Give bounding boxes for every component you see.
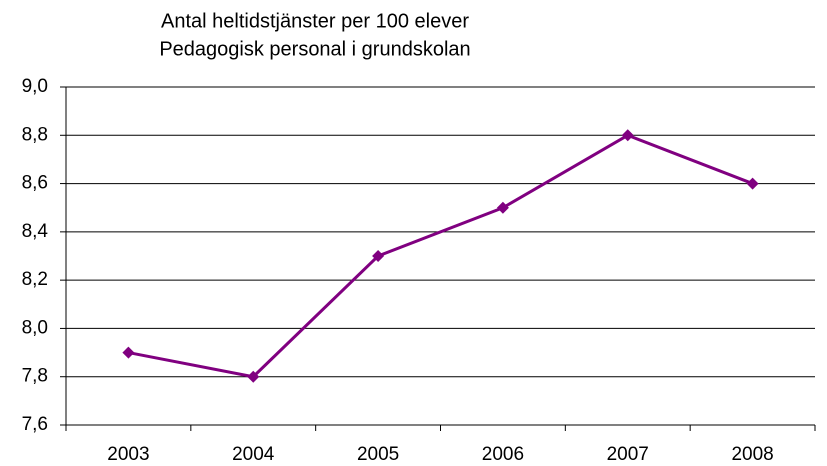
y-tick-label: 8,8 (22, 124, 48, 145)
y-tick-label: 9,0 (22, 76, 48, 97)
x-tick-label: 2003 (107, 444, 149, 465)
y-tick-label: 8,6 (22, 173, 48, 194)
y-tick-label: 7,6 (22, 414, 48, 435)
data-point (621, 129, 634, 142)
x-tick-label: 2006 (482, 444, 524, 465)
x-tick-label: 2007 (607, 444, 649, 465)
y-tick-label: 7,8 (22, 366, 48, 387)
data-point (746, 177, 759, 190)
y-tick-label: 8,2 (22, 269, 48, 290)
data-point (372, 250, 385, 262)
data-point (496, 201, 509, 214)
x-tick-label: 2008 (731, 444, 773, 465)
data-line (128, 133, 754, 379)
data-point (247, 370, 260, 383)
chart-title: Antal heltidstjänster per 100 elever (161, 10, 469, 32)
chart-subtitle: Pedagogisk personal i grundskolan (159, 38, 470, 60)
x-tick-label: 2004 (232, 444, 275, 465)
y-tick-label: 8,4 (22, 221, 49, 242)
data-point (122, 346, 135, 359)
x-tick-label: 2005 (357, 444, 399, 465)
y-tick-label: 8,0 (22, 317, 48, 338)
